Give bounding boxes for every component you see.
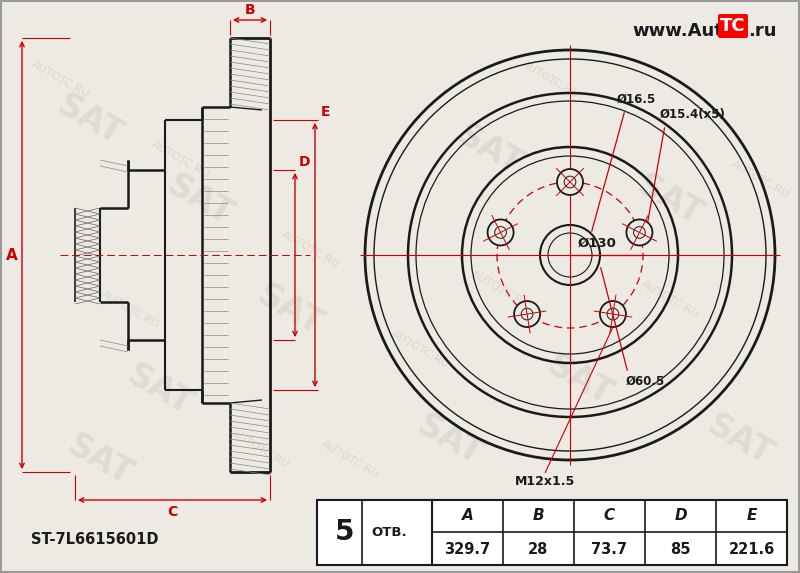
Circle shape [557, 169, 583, 195]
Text: B: B [245, 3, 255, 17]
Text: ОТВ.: ОТВ. [371, 526, 407, 539]
Text: C: C [604, 508, 615, 524]
Bar [317, 500, 432, 565]
Text: SAT: SAT [411, 408, 489, 472]
Text: SAT: SAT [122, 358, 198, 422]
Text: 73.7: 73.7 [591, 541, 627, 556]
Text: AUTOTC.RU: AUTOTC.RU [30, 60, 90, 100]
Text: AUTOTC.RU: AUTOTC.RU [730, 159, 790, 201]
Circle shape [514, 301, 540, 327]
Text: 329.7: 329.7 [445, 541, 490, 556]
Text: SAT: SAT [702, 408, 778, 472]
Text: ST-7L6615601D: ST-7L6615601D [31, 532, 158, 547]
Text: M12x1.5: M12x1.5 [515, 475, 575, 488]
Circle shape [626, 219, 653, 245]
Text: E: E [320, 105, 330, 119]
Text: SAT: SAT [51, 88, 129, 152]
Bar [432, 500, 787, 565]
Text: AUTOTC.RU: AUTOTC.RU [319, 439, 381, 481]
Text: Ø130: Ø130 [578, 237, 617, 250]
Text: SAT: SAT [542, 348, 618, 412]
Text: SAT: SAT [251, 278, 329, 342]
Text: AUTOTC.RU: AUTOTC.RU [99, 289, 161, 331]
Circle shape [487, 219, 514, 245]
Text: AUTOTC.RU: AUTOTC.RU [230, 430, 290, 470]
Text: Ø15.4(x5): Ø15.4(x5) [660, 108, 726, 121]
Text: A: A [462, 508, 474, 524]
Text: B: B [533, 508, 544, 524]
FancyBboxPatch shape [718, 14, 748, 38]
Text: SAT: SAT [62, 428, 138, 492]
Text: AUTOTC.RU: AUTOTC.RU [150, 139, 210, 180]
Text: D: D [674, 508, 687, 524]
Circle shape [600, 301, 626, 327]
Text: SAT: SAT [451, 118, 529, 182]
Text: TC: TC [720, 17, 746, 35]
Text: AUTOTC.RU: AUTOTC.RU [519, 60, 581, 100]
Text: A: A [6, 248, 18, 262]
Text: 85: 85 [670, 541, 690, 556]
Text: www.Auto: www.Auto [632, 22, 735, 40]
Text: 221.6: 221.6 [728, 541, 774, 556]
Text: AUTOTC.RU: AUTOTC.RU [279, 230, 341, 270]
Text: .ru: .ru [748, 22, 777, 40]
Text: 5: 5 [335, 519, 354, 547]
Text: 28: 28 [528, 541, 549, 556]
Text: AUTOTC.RU: AUTOTC.RU [470, 269, 530, 311]
Text: SAT: SAT [631, 168, 709, 231]
Text: C: C [167, 505, 178, 519]
Text: Ø16.5: Ø16.5 [617, 93, 656, 106]
Text: AUTOTC.RU: AUTOTC.RU [390, 329, 450, 371]
Text: E: E [746, 508, 757, 524]
Text: AUTOTC.RU: AUTOTC.RU [639, 280, 701, 320]
Text: D: D [299, 155, 310, 169]
Text: Ø60.5: Ø60.5 [626, 375, 666, 388]
Text: SAT: SAT [162, 168, 238, 231]
